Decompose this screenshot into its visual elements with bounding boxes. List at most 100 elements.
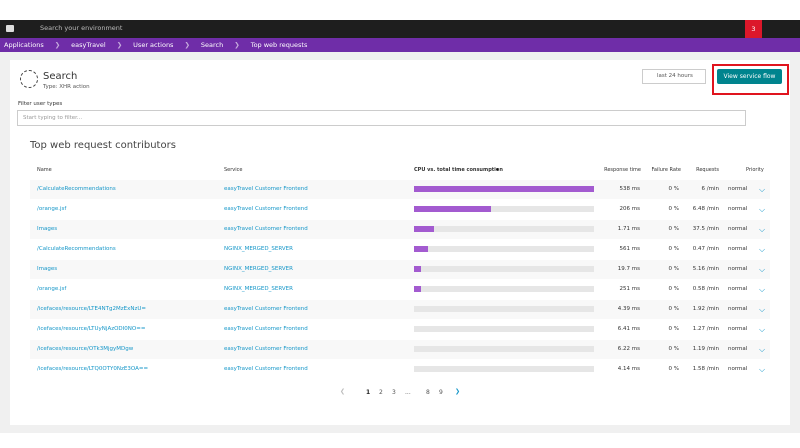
priority: normal <box>728 306 748 312</box>
priority: normal <box>728 266 748 272</box>
filter-label: Filter user types <box>18 101 63 107</box>
cpu-track <box>414 286 594 292</box>
request-name[interactable]: /orange.jsf <box>37 286 67 292</box>
requests: 1.19 /min <box>692 346 719 352</box>
requests: 0.58 /min <box>692 286 719 292</box>
priority: normal <box>728 226 748 232</box>
expand-chevron[interactable]: ⌵ <box>759 345 766 354</box>
column-header[interactable]: Priority <box>746 167 764 173</box>
column-header[interactable]: CPU vs. total time consumption <box>414 167 503 173</box>
breadcrumb-item[interactable]: User actions <box>133 41 174 49</box>
expand-chevron[interactable]: ⌵ <box>759 285 766 294</box>
cpu-track <box>414 206 594 212</box>
response-time: 538 ms <box>619 186 640 192</box>
expand-chevron[interactable]: ⌵ <box>759 205 766 214</box>
page-link[interactable]: ... <box>405 389 411 396</box>
failure-rate: 0 % <box>668 306 679 312</box>
request-name[interactable]: Images <box>37 266 58 272</box>
column-header[interactable]: Requests <box>696 167 719 173</box>
column-header[interactable]: Name <box>37 167 52 173</box>
cpu-track <box>414 326 594 332</box>
timeframe-selector[interactable]: last 24 hours <box>642 69 706 84</box>
separator: ❯ <box>234 41 240 49</box>
response-time: 251 ms <box>619 286 640 292</box>
page-link[interactable]: 3 <box>392 389 396 396</box>
column-header[interactable]: Failure Rate <box>651 167 681 173</box>
service-name[interactable]: NGINX_MERGED_SERVER <box>224 266 293 272</box>
notification-badge[interactable]: 3 <box>745 20 762 38</box>
expand-chevron[interactable]: ⌵ <box>759 185 766 194</box>
requests: 6 /min <box>701 186 719 192</box>
menu-icon[interactable] <box>6 25 14 32</box>
expand-chevron[interactable]: ⌵ <box>759 265 766 274</box>
breadcrumb-item[interactable]: Search <box>200 41 224 49</box>
request-name[interactable]: /icefaces/resource/OTk3MjgyMDgw <box>37 346 134 352</box>
service-name[interactable]: easyTravel Customer Frontend <box>224 206 308 212</box>
request-name[interactable]: /orange.jsf <box>37 206 67 212</box>
cpu-track <box>414 346 594 352</box>
expand-chevron[interactable]: ⌵ <box>759 325 766 334</box>
failure-rate: 0 % <box>668 186 679 192</box>
requests: 37.5 /min <box>692 226 719 232</box>
priority: normal <box>728 246 748 252</box>
priority: normal <box>728 346 748 352</box>
service-name[interactable]: easyTravel Customer Frontend <box>224 226 308 232</box>
response-time: 19.7 ms <box>617 266 640 272</box>
request-name[interactable]: /icefaces/resource/LTUyNjAzODI0NO== <box>37 326 146 332</box>
expand-chevron[interactable]: ⌵ <box>759 245 766 254</box>
table-row: /orange.jsf NGINX_MERGED_SERVER 251 ms 0 % 0… <box>30 280 770 299</box>
request-name[interactable]: /icefaces/resource/LTQ0OTY0NzE3OA== <box>37 366 149 372</box>
expand-chevron[interactable]: ⌵ <box>759 305 766 314</box>
table-row: /icefaces/resource/OTk3MjgyMDgw easyTrave… <box>30 340 770 359</box>
cpu-track <box>414 226 594 232</box>
prev-page[interactable]: ❮ <box>340 388 346 395</box>
priority: normal <box>728 186 748 192</box>
response-time: 1.71 ms <box>617 226 640 232</box>
page-link[interactable]: 8 <box>426 389 430 396</box>
breadcrumb-item[interactable]: Applications <box>4 41 44 49</box>
breadcrumb-item[interactable]: Top web requests <box>250 41 308 49</box>
search-box[interactable]: Search your environment <box>40 24 123 32</box>
priority: normal <box>728 286 748 292</box>
column-header[interactable]: Response time <box>604 167 641 173</box>
failure-rate: 0 % <box>668 326 679 332</box>
service-name[interactable]: NGINX_MERGED_SERVER <box>224 246 293 252</box>
page-link[interactable]: 2 <box>379 389 383 396</box>
request-name[interactable]: /CalculateRecommendations <box>37 186 116 192</box>
request-name[interactable]: Images <box>37 226 58 232</box>
table-title: Top web request contributors <box>30 140 176 151</box>
priority: normal <box>728 366 748 372</box>
expand-chevron[interactable]: ⌵ <box>759 365 766 374</box>
cpu-bar <box>414 246 429 252</box>
service-name[interactable]: NGINX_MERGED_SERVER <box>224 286 293 292</box>
table-row: Images easyTravel Customer Frontend 1.71 m… <box>30 220 770 239</box>
page-title: Search <box>43 71 78 82</box>
table-row: /icefaces/resource/LTE4NTg2MzExNzU= easyT… <box>30 300 770 319</box>
cpu-bar <box>414 266 422 272</box>
action-icon <box>20 70 38 88</box>
page-link[interactable]: 1 <box>366 389 371 396</box>
response-time: 561 ms <box>619 246 640 252</box>
table-row: /CalculateRecommendations easyTravel Cust… <box>30 180 770 199</box>
filter-input[interactable]: Start typing to filter... <box>17 110 746 126</box>
service-name[interactable]: easyTravel Customer Frontend <box>224 326 308 332</box>
service-name[interactable]: easyTravel Customer Frontend <box>224 346 308 352</box>
page-link[interactable]: 9 <box>439 389 443 396</box>
timeframe: last 24 hours <box>657 73 693 79</box>
requests: 1.92 /min <box>692 306 719 312</box>
table-row: Images NGINX_MERGED_SERVER 19.7 ms 0 % 5.16 … <box>30 260 770 279</box>
column-header[interactable]: Service <box>224 167 243 173</box>
request-name[interactable]: /icefaces/resource/LTE4NTg2MzExNzU= <box>37 306 146 312</box>
cpu-track <box>414 246 594 252</box>
service-name[interactable]: easyTravel Customer Frontend <box>224 366 308 372</box>
view-service-flow-button[interactable]: View service flow <box>717 69 782 84</box>
breadcrumb-item[interactable]: easyTravel <box>71 41 106 49</box>
expand-chevron[interactable]: ⌵ <box>759 225 766 234</box>
failure-rate: 0 % <box>668 286 679 292</box>
requests: 5.16 /min <box>692 266 719 272</box>
request-name[interactable]: /CalculateRecommendations <box>37 246 116 252</box>
next-page[interactable]: ❯ <box>455 388 461 395</box>
service-name[interactable]: easyTravel Customer Frontend <box>224 306 308 312</box>
service-name[interactable]: easyTravel Customer Frontend <box>224 186 308 192</box>
